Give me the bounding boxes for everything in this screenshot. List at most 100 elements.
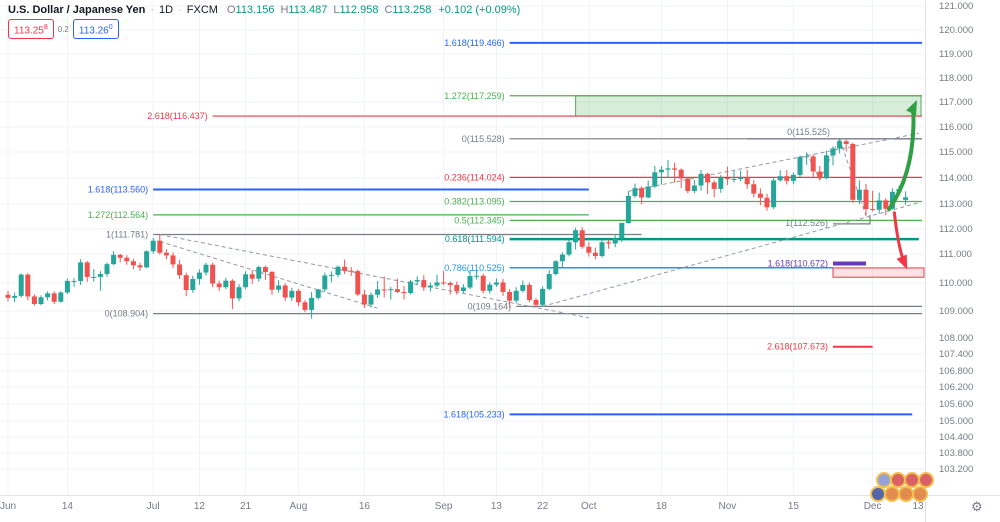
candle-body: [315, 289, 321, 298]
exchange-label[interactable]: FXCM: [186, 4, 218, 16]
candle-body: [38, 297, 44, 304]
candle-body: [639, 188, 645, 198]
change-value: +0.102 (+0.09%): [438, 4, 521, 16]
candle-body: [500, 282, 506, 292]
candle-body: [328, 274, 334, 276]
candle-body: [718, 178, 724, 189]
fib-level-label: 0.618(111.594): [445, 234, 505, 244]
flag-icon: [870, 486, 886, 502]
candle-body: [361, 294, 367, 305]
candle-body: [282, 285, 288, 298]
open-label: O: [226, 4, 236, 16]
price-tick-label: 104.400: [939, 432, 973, 443]
candle-body: [45, 293, 51, 298]
candle-body: [691, 185, 697, 191]
candle-body: [348, 270, 354, 272]
trendline[interactable]: [542, 202, 919, 307]
candle-body: [870, 209, 876, 210]
fib-level-label: 0.5(112.345): [454, 215, 504, 225]
fib-level-label: 1.618(119.466): [444, 38, 504, 48]
flag-icon: [890, 472, 906, 488]
time-tick-label: 13: [912, 501, 924, 512]
candle-body: [652, 172, 658, 187]
time-axis[interactable]: Jun 14 Jul 12 21 Aug 16 Sep 13 22 Oct 18 Nov 15 Dec 13: [0, 501, 924, 512]
close-value: 113.258: [392, 4, 432, 16]
candle-body: [744, 177, 750, 185]
candle-body: [394, 289, 400, 292]
trendline[interactable]: [159, 241, 378, 309]
candle-body: [507, 291, 513, 301]
candle-body: [685, 178, 691, 191]
sell-price-button[interactable]: 113.258: [8, 19, 54, 40]
candle-body: [322, 275, 328, 290]
gear-icon[interactable]: ⚙: [971, 499, 983, 514]
chart-legend: U.S. Dollar / Japanese Yen · 1D · FXCM O…: [8, 4, 521, 40]
price-tick-label: 105.000: [939, 416, 973, 427]
time-tick-label: Nov: [719, 501, 737, 512]
candle-body: [177, 264, 183, 276]
candle-body: [850, 144, 856, 200]
bullish-projection-arrow[interactable]: [887, 106, 916, 211]
candle-body: [526, 284, 532, 301]
candle-body: [183, 275, 189, 290]
candle-body: [414, 280, 420, 282]
fib-level-label: 1(112.526): [785, 218, 828, 228]
price-tick-label: 120.000: [939, 25, 973, 36]
candle-body: [790, 174, 796, 181]
candle-body: [408, 281, 414, 294]
candle-body: [342, 266, 348, 271]
candle-body: [447, 283, 453, 285]
bid-ask-row: 113.258 0.2 113.260: [8, 19, 520, 40]
time-tick-label: Jul: [147, 501, 160, 512]
low-label: L: [333, 4, 340, 16]
fib-level-label: 1(111.781): [106, 229, 148, 239]
candle-body: [289, 290, 295, 298]
candle-body: [216, 283, 222, 288]
candle-body: [797, 156, 803, 175]
bullish-projection-arrow-head: [906, 100, 917, 116]
candle-body: [150, 240, 156, 252]
interval-label[interactable]: 1D: [159, 4, 174, 16]
candle-body: [757, 193, 763, 198]
fib-level-bracket[interactable]: [833, 214, 871, 225]
candle-body: [566, 242, 572, 255]
candle-body: [441, 282, 447, 284]
fib-level-label: 1.272(112.564): [88, 210, 148, 220]
candle-body: [672, 168, 678, 170]
candle-body: [573, 230, 579, 243]
time-tick-label: 14: [62, 501, 74, 512]
candle-body: [678, 169, 684, 179]
target-zone[interactable]: [575, 95, 922, 117]
candle-body: [553, 261, 559, 275]
close-label: C: [384, 4, 393, 16]
trendline[interactable]: [159, 234, 589, 319]
flag-icon: [884, 486, 900, 502]
symbol-title[interactable]: U.S. Dollar / Japanese Yen: [8, 4, 146, 16]
support-zone[interactable]: [832, 267, 925, 278]
candle-body: [883, 200, 889, 209]
candle-body: [467, 276, 473, 288]
candle-body: [51, 293, 57, 302]
candle-body: [903, 197, 909, 200]
separator-dot: ·: [150, 4, 155, 16]
trendline[interactable]: [628, 132, 919, 192]
candle-body: [777, 176, 783, 181]
time-tick-label: 22: [537, 501, 549, 512]
ohlc-readout: O113.156 H113.487 L112.958 C113.258: [227, 4, 431, 16]
candle-body: [658, 169, 664, 173]
price-tick-label: 113.000: [939, 199, 973, 210]
candle-body: [698, 173, 704, 186]
candle-body: [751, 184, 757, 194]
candle-body: [533, 300, 539, 305]
candle-body: [579, 230, 585, 247]
fib-level-label: 0(115.528): [462, 134, 505, 144]
candle-body: [58, 292, 64, 302]
candle-body: [295, 290, 301, 303]
price-axis[interactable]: 121.000 120.000 119.000 118.000 117.000 116.0…: [939, 1, 973, 475]
fib-level-label: 1.618(113.560): [88, 184, 148, 194]
price-tick-label: 106.800: [939, 366, 973, 377]
candle-body: [25, 274, 31, 297]
candle-body: [249, 274, 255, 279]
buy-price-button[interactable]: 113.260: [72, 19, 119, 40]
